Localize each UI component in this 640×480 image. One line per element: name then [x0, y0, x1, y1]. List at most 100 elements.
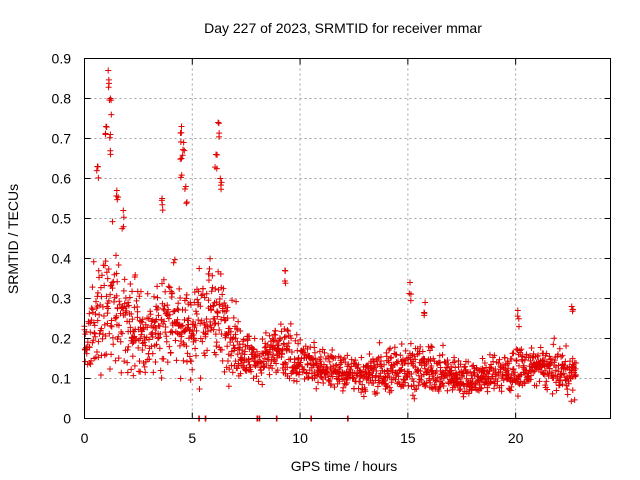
data-point	[492, 366, 499, 373]
data-point	[528, 345, 535, 352]
data-point	[229, 297, 236, 304]
data-point	[195, 316, 202, 323]
data-point	[224, 304, 231, 311]
data-point	[394, 370, 401, 377]
data-point	[178, 172, 185, 179]
data-point	[544, 386, 551, 393]
data-point	[457, 361, 464, 368]
data-point	[413, 385, 420, 392]
data-point	[342, 359, 349, 366]
data-point	[155, 312, 162, 319]
data-point	[416, 376, 423, 383]
data-point	[154, 294, 161, 301]
data-point	[440, 383, 447, 390]
data-point	[511, 369, 518, 376]
x-axis-label: GPS time / hours	[291, 458, 398, 474]
data-point	[96, 311, 103, 318]
data-point	[174, 316, 181, 323]
data-point	[273, 360, 280, 367]
data-point	[131, 304, 138, 311]
data-point	[572, 365, 579, 372]
x-tick-label: 5	[188, 430, 196, 446]
data-point	[93, 348, 100, 355]
data-point	[182, 307, 189, 314]
data-point	[106, 330, 113, 337]
data-point	[196, 385, 203, 392]
data-point	[498, 388, 505, 395]
data-point	[101, 282, 108, 289]
data-point	[421, 383, 428, 390]
data-point	[145, 315, 152, 322]
data-point	[217, 271, 224, 278]
data-point	[194, 296, 201, 303]
data-point	[452, 364, 459, 371]
data-point	[529, 354, 536, 361]
data-point	[385, 359, 392, 366]
data-point	[229, 369, 236, 376]
data-point	[84, 339, 91, 346]
data-point	[144, 290, 151, 297]
data-point	[527, 357, 534, 364]
data-points	[81, 67, 580, 422]
data-point	[494, 378, 501, 385]
data-point	[422, 382, 429, 389]
data-point	[204, 347, 211, 354]
data-point	[481, 360, 488, 367]
data-point	[108, 323, 115, 330]
data-point	[199, 338, 206, 345]
data-point	[281, 341, 288, 348]
data-point	[397, 352, 404, 359]
data-point	[183, 295, 190, 302]
data-point	[199, 291, 206, 298]
data-point	[239, 347, 246, 354]
data-point	[398, 340, 405, 347]
data-point	[225, 383, 232, 390]
data-point	[341, 380, 348, 387]
data-point	[183, 200, 190, 207]
chart-title: Day 227 of 2023, SRMTID for receiver mma…	[204, 20, 482, 36]
data-point	[288, 349, 295, 356]
data-point	[543, 350, 550, 357]
data-point	[148, 343, 155, 350]
data-point	[137, 324, 144, 331]
data-point	[407, 340, 414, 347]
data-point	[281, 325, 288, 332]
data-point	[478, 384, 485, 391]
data-point	[139, 347, 146, 354]
data-point	[428, 367, 435, 374]
data-point	[515, 323, 522, 330]
data-point	[340, 384, 347, 391]
data-point	[507, 387, 514, 394]
data-point	[94, 317, 101, 324]
data-point	[498, 382, 505, 389]
data-point	[355, 385, 362, 392]
data-point	[422, 299, 429, 306]
data-point	[95, 338, 102, 345]
data-point	[103, 123, 110, 130]
data-point	[282, 359, 289, 366]
data-point	[477, 385, 484, 392]
data-point	[273, 338, 280, 345]
data-point	[270, 356, 277, 363]
data-point	[293, 378, 300, 385]
data-point	[93, 167, 100, 174]
data-point	[183, 343, 190, 350]
data-point	[219, 291, 226, 298]
data-point	[195, 299, 202, 306]
data-point	[237, 327, 244, 334]
data-point	[292, 337, 299, 344]
data-point	[139, 316, 146, 323]
data-point	[408, 370, 415, 377]
data-point	[152, 359, 159, 366]
data-point	[193, 310, 200, 317]
data-point	[120, 223, 127, 230]
data-point	[286, 375, 293, 382]
data-point	[428, 362, 435, 369]
data-point	[86, 310, 93, 317]
data-point	[197, 335, 204, 342]
data-point	[105, 297, 112, 304]
data-point	[166, 284, 173, 291]
data-point	[226, 366, 233, 373]
data-point	[124, 346, 131, 353]
data-point	[505, 360, 512, 367]
